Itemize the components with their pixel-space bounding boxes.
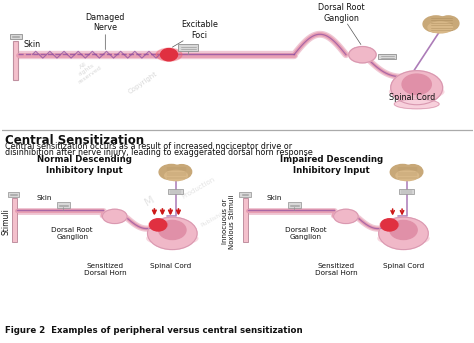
Circle shape xyxy=(381,219,398,231)
Ellipse shape xyxy=(159,164,183,180)
Ellipse shape xyxy=(428,22,453,33)
Ellipse shape xyxy=(380,220,399,230)
Ellipse shape xyxy=(403,165,423,179)
Text: Spinal Cord: Spinal Cord xyxy=(389,93,435,102)
Ellipse shape xyxy=(159,221,186,239)
Ellipse shape xyxy=(423,16,449,32)
FancyBboxPatch shape xyxy=(57,202,70,208)
Text: Damaged
Nerve: Damaged Nerve xyxy=(86,13,125,32)
FancyBboxPatch shape xyxy=(288,202,301,208)
Ellipse shape xyxy=(349,47,376,63)
Ellipse shape xyxy=(379,217,428,250)
Ellipse shape xyxy=(147,232,198,245)
Text: Dorsal Root
Ganglion: Dorsal Root Ganglion xyxy=(285,227,327,239)
FancyBboxPatch shape xyxy=(12,198,17,242)
Ellipse shape xyxy=(147,217,197,250)
FancyBboxPatch shape xyxy=(243,198,248,242)
Text: Publishing: Publishing xyxy=(200,207,230,228)
Ellipse shape xyxy=(102,209,127,224)
Text: Innocuous or
Noxious Stimuli: Innocuous or Noxious Stimuli xyxy=(222,194,236,249)
Text: All
rights
reserved: All rights reserved xyxy=(70,55,102,85)
Text: Sensitized
Dorsal Horn: Sensitized Dorsal Horn xyxy=(84,263,127,276)
Ellipse shape xyxy=(390,221,417,239)
Ellipse shape xyxy=(438,16,459,31)
Text: Impaired Descending
Inhibitory Input: Impaired Descending Inhibitory Input xyxy=(280,155,383,175)
FancyBboxPatch shape xyxy=(8,192,19,197)
Ellipse shape xyxy=(394,99,439,109)
Text: Spinal Cord: Spinal Cord xyxy=(150,263,191,269)
FancyBboxPatch shape xyxy=(239,192,251,197)
Circle shape xyxy=(150,219,167,231)
Ellipse shape xyxy=(156,48,182,61)
Text: Spinal Cord: Spinal Cord xyxy=(383,263,424,269)
Ellipse shape xyxy=(149,220,168,230)
Text: M: M xyxy=(143,195,156,208)
Text: Normal Descending
Inhibitory Input: Normal Descending Inhibitory Input xyxy=(36,155,131,175)
Circle shape xyxy=(161,49,177,61)
Text: Central sensitization occurs as a result of increased nociceptor drive or: Central sensitization occurs as a result… xyxy=(5,142,292,151)
Text: Production: Production xyxy=(181,177,216,200)
Ellipse shape xyxy=(334,209,358,224)
Text: Copyright: Copyright xyxy=(128,70,159,95)
Ellipse shape xyxy=(390,85,444,98)
Text: Dorsal Root
Ganglion: Dorsal Root Ganglion xyxy=(318,3,365,23)
FancyBboxPatch shape xyxy=(13,41,18,80)
Text: Skin: Skin xyxy=(24,40,41,49)
FancyBboxPatch shape xyxy=(399,189,414,194)
Ellipse shape xyxy=(378,232,429,245)
FancyBboxPatch shape xyxy=(178,45,198,51)
Text: Stimuli: Stimuli xyxy=(2,208,11,235)
Ellipse shape xyxy=(391,71,443,105)
Ellipse shape xyxy=(172,165,191,179)
Text: Skin: Skin xyxy=(266,195,282,201)
Ellipse shape xyxy=(396,170,419,181)
Text: Dorsal Root
Ganglion: Dorsal Root Ganglion xyxy=(52,227,93,239)
Ellipse shape xyxy=(165,170,187,181)
Text: Central Sensitization: Central Sensitization xyxy=(5,134,145,147)
FancyBboxPatch shape xyxy=(168,189,183,194)
Text: Skin: Skin xyxy=(36,195,52,201)
Text: Excitable
Foci: Excitable Foci xyxy=(181,20,218,39)
Ellipse shape xyxy=(402,74,431,95)
Text: Sensitized
Dorsal Horn: Sensitized Dorsal Horn xyxy=(315,263,358,276)
Ellipse shape xyxy=(390,164,415,180)
FancyBboxPatch shape xyxy=(9,34,22,39)
Text: Figure 2  Examples of peripheral versus central sensitization: Figure 2 Examples of peripheral versus c… xyxy=(5,327,303,335)
FancyBboxPatch shape xyxy=(378,54,396,59)
Text: disinhibition after nerve injury, leading to exaggerated dorsal horn response: disinhibition after nerve injury, leadin… xyxy=(5,147,313,157)
